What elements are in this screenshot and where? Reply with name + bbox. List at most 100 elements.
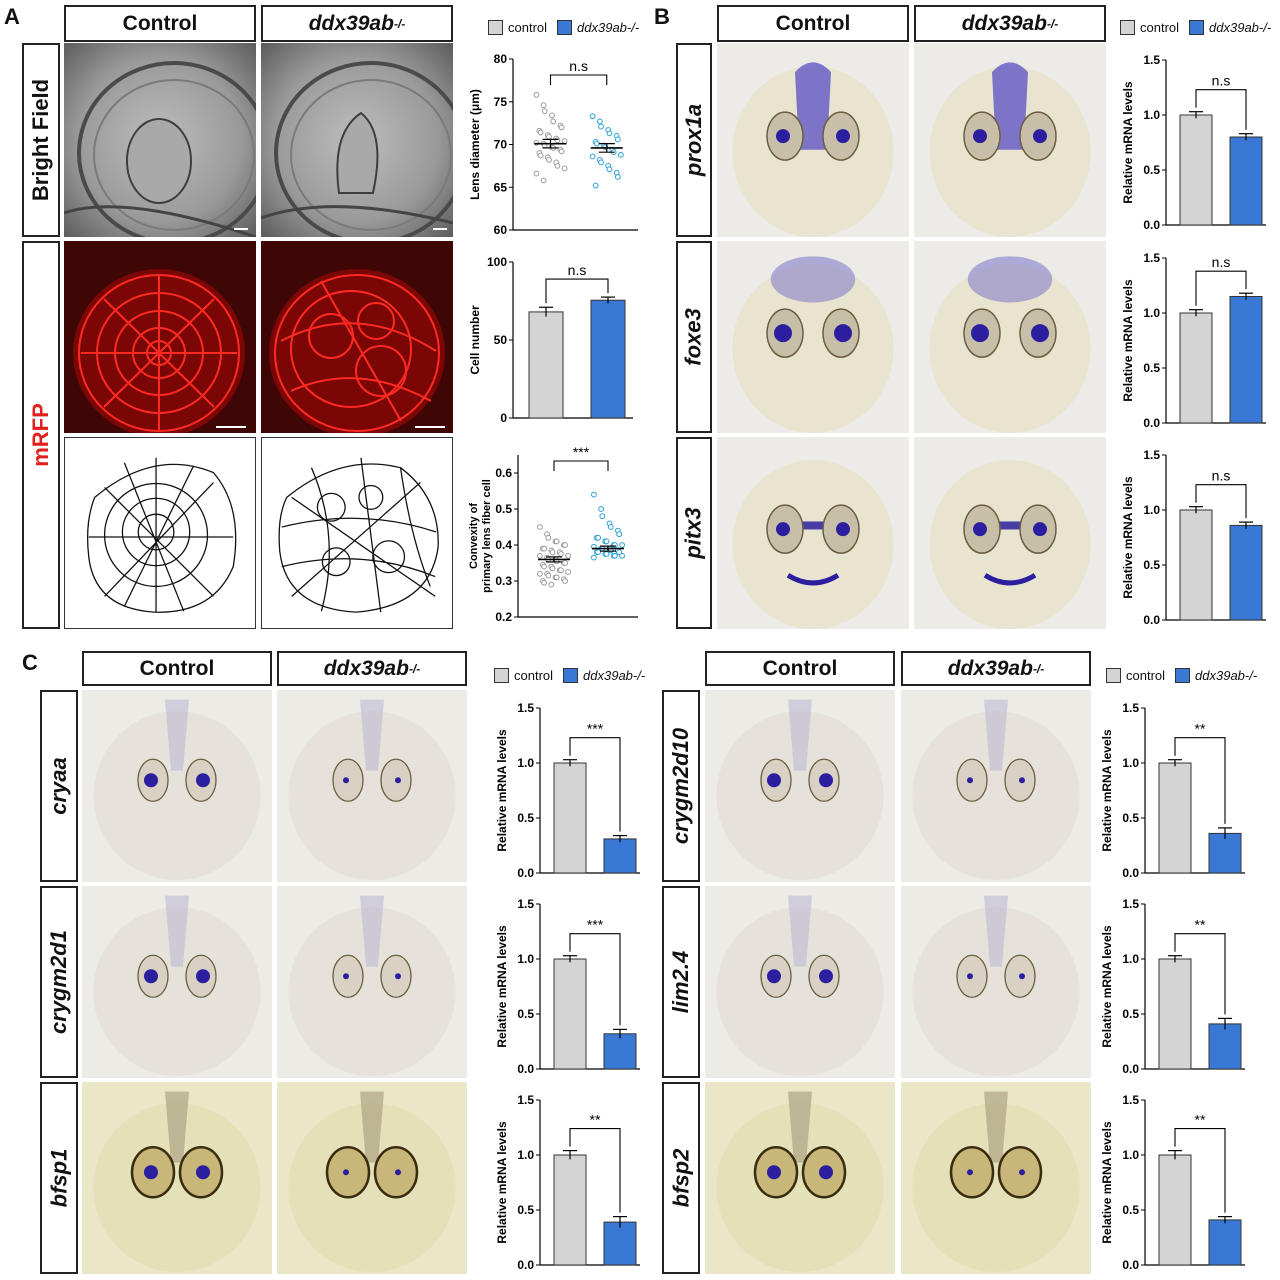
data-point-control: [565, 569, 571, 575]
y-tick-label: 0.5: [517, 1203, 534, 1217]
data-point-mutant: [589, 113, 596, 120]
data-point-control: [546, 133, 552, 140]
chart-lim2-4: 0.0 0.5 1.0 1.5 Relative mRNA levels **: [1097, 894, 1257, 1084]
lens-stain: [967, 1169, 973, 1176]
lens-stain: [834, 324, 852, 343]
ish-image-prox1a-mutant: [914, 43, 1106, 237]
lens-stain: [196, 969, 210, 984]
bar-mutant: [590, 299, 626, 419]
legend-swatch-mutant: [1189, 20, 1205, 35]
header-mutant-c-right: ddx39ab -/-: [901, 651, 1091, 686]
y-tick-label: 1.5: [1143, 53, 1160, 67]
data-point-mutant: [606, 166, 613, 173]
chart-bfsp1: 0.0 0.5 1.0 1.5 Relative mRNA levels **: [492, 1090, 652, 1280]
lens-stain: [776, 129, 790, 144]
significance-bracket: [569, 933, 621, 1026]
data-point-control: [562, 560, 568, 566]
data-point-control: [537, 570, 543, 577]
data-point-mutant: [603, 551, 610, 557]
head-region: [984, 895, 1008, 967]
y-tick-label: 0.4: [495, 538, 512, 552]
y-tick-label: 100: [487, 255, 507, 269]
data-point-control: [540, 102, 547, 109]
data-point-control: [554, 137, 561, 144]
data-point-control: [553, 538, 560, 545]
bar-control: [1158, 762, 1192, 874]
legend-swatch-mutant: [563, 668, 579, 683]
data-point-mutant: [595, 549, 602, 556]
head-region: [165, 1091, 189, 1163]
y-tick-label: 0.2: [495, 610, 512, 624]
y-tick-label: 1.0: [517, 1148, 534, 1162]
y-tick-label: 1.0: [517, 756, 534, 770]
data-point-mutant: [616, 531, 623, 538]
row-label-prox1a: prox1a: [676, 43, 712, 237]
data-point-control: [549, 549, 556, 556]
significance-label: n.s: [1212, 73, 1231, 89]
significance-label: **: [590, 1112, 601, 1128]
ish-image-bfsp1-mutant: [277, 1082, 467, 1274]
data-point-mutant: [619, 542, 626, 548]
data-point-control: [546, 156, 552, 163]
y-tick-label: 65: [494, 180, 508, 194]
bar-mutant: [1208, 1219, 1242, 1266]
y-axis-label: Relative mRNA levels: [1121, 476, 1135, 599]
significance-bracket: [569, 737, 621, 832]
ish-image-crygm2d10-mutant: [901, 690, 1091, 882]
chart-crygm2d1: 0.0 0.5 1.0 1.5 Relative mRNA levels ***: [492, 894, 652, 1084]
bar-mutant: [1208, 1023, 1242, 1070]
header-mutant-a: ddx39ab -/-: [261, 5, 453, 42]
significance-label: ***: [587, 917, 604, 933]
data-point-mutant: [590, 554, 597, 561]
embryo-body: [732, 66, 894, 237]
header-sup: -/-: [1032, 661, 1045, 676]
gene-label: bfsp1: [46, 1148, 71, 1208]
brightfield-image-control: [64, 43, 256, 237]
data-point-mutant: [589, 153, 596, 160]
significance-bracket: [1195, 484, 1247, 519]
stain-region: [992, 62, 1028, 150]
row-label-mrfp: mRFP: [22, 241, 60, 629]
lens-stain: [395, 973, 401, 980]
lens-stain: [144, 969, 158, 984]
bar-mutant: [1229, 524, 1263, 621]
y-tick-label: 0.5: [495, 502, 512, 516]
y-tick-label: 0.5: [1143, 163, 1160, 177]
y-tick-label: 1.5: [1143, 251, 1160, 265]
stain-region: [983, 573, 1037, 586]
y-tick-label: 0.5: [1143, 558, 1160, 572]
bar-mutant: [603, 1033, 637, 1070]
lens-stain: [1031, 324, 1049, 343]
lens-stain: [1033, 522, 1047, 537]
y-tick-label: 1.0: [1122, 1148, 1139, 1162]
y-axis-label: Cell number: [468, 305, 482, 375]
bar-mutant: [1208, 832, 1242, 874]
panel-label-b: B: [654, 4, 670, 29]
data-point-control: [558, 148, 565, 155]
head-region: [360, 895, 384, 967]
legend-label-control: control: [508, 20, 548, 35]
row-label-crygm2d10: crygm2d10: [662, 690, 700, 882]
bar-mutant: [1229, 296, 1263, 424]
data-point-mutant: [596, 118, 603, 125]
data-point-mutant: [603, 538, 610, 545]
ish-image-pitx3-mutant: [914, 437, 1106, 629]
lens-stain: [1019, 777, 1025, 784]
gene-label: cryaa: [46, 757, 72, 815]
legend-label-mutant: ddx39ab-/-: [577, 20, 640, 35]
data-point-control: [537, 129, 544, 136]
significance-bracket: [553, 460, 609, 471]
row-label-bfsp2: bfsp2: [662, 1082, 700, 1274]
header-text: Control: [122, 11, 198, 35]
panel-label-c: C: [22, 650, 38, 675]
bar-control: [528, 311, 564, 419]
lens-stain: [819, 1165, 833, 1180]
legend-a: control ddx39ab-/-: [488, 20, 639, 35]
lens-stain: [767, 969, 781, 984]
bar-mutant: [603, 1221, 637, 1266]
y-axis-label: Relative mRNA levels: [1100, 925, 1114, 1048]
data-point-control: [541, 108, 548, 115]
legend-b: control ddx39ab-/-: [1120, 20, 1271, 35]
legend-label-control: control: [514, 668, 554, 683]
y-tick-label: 50: [494, 333, 508, 347]
